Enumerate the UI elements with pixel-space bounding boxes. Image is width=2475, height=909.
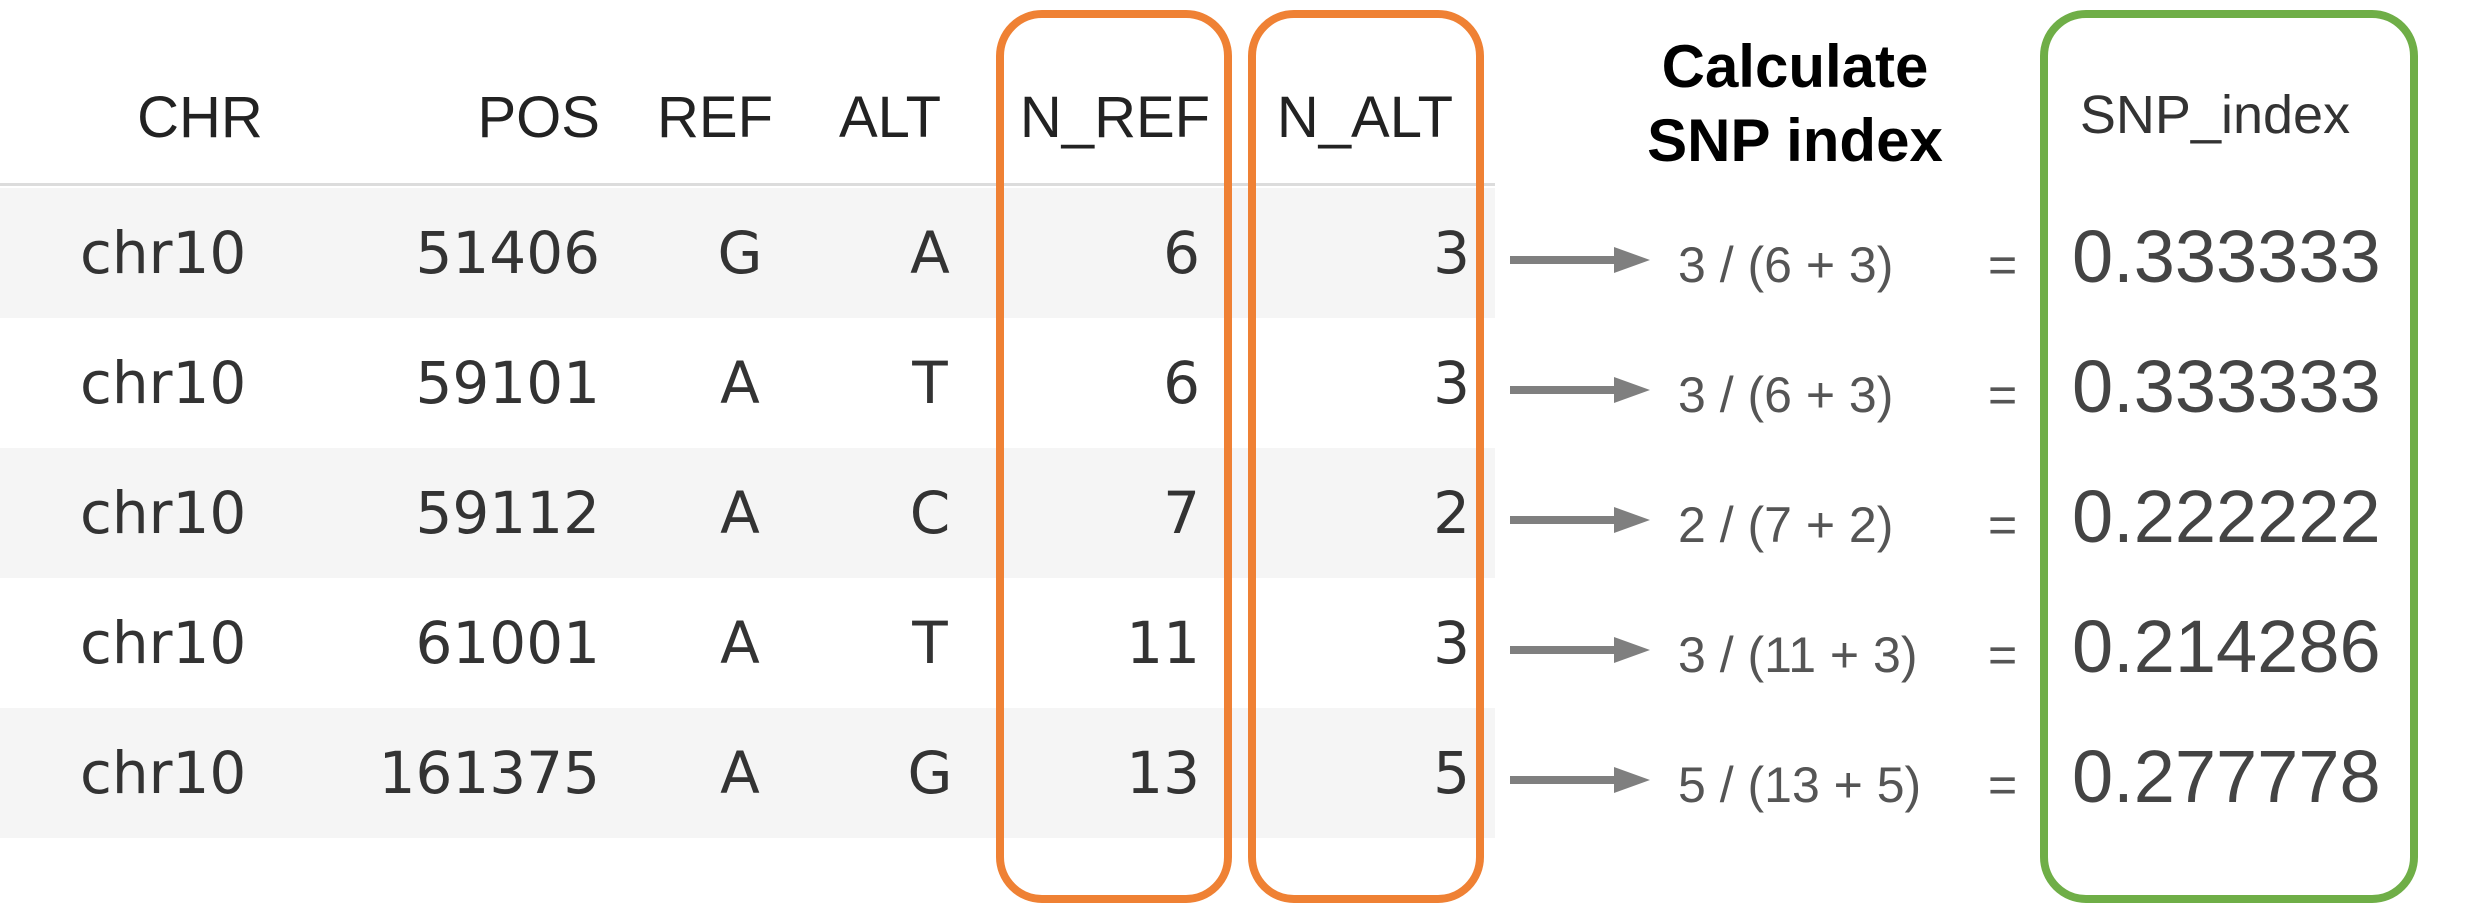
formula: 3 / (11 + 3) xyxy=(1678,627,1918,683)
cell-alt: A xyxy=(910,219,950,287)
calculate-title-line2: SNP index xyxy=(1647,107,1943,174)
cell-n-alt: 5 xyxy=(1433,739,1470,807)
cell-alt: T xyxy=(912,609,948,677)
cell-n-ref: 6 xyxy=(1163,349,1200,417)
cell-chr: chr10 xyxy=(80,349,247,417)
cell-n-ref: 6 xyxy=(1163,219,1200,287)
cell-n-alt: 3 xyxy=(1433,349,1470,417)
snp-index-value: 0.222222 xyxy=(2072,475,2381,558)
equals-sign: = xyxy=(1988,367,2018,423)
cell-chr: chr10 xyxy=(80,609,247,677)
arrow-icon xyxy=(1510,247,1650,273)
cell-ref: G xyxy=(717,219,763,287)
formula: 3 / (6 + 3) xyxy=(1678,237,1894,293)
cell-alt: T xyxy=(912,349,948,417)
cell-chr: chr10 xyxy=(80,739,247,807)
cell-ref: A xyxy=(720,739,760,807)
row-stripe-5 xyxy=(0,708,1495,838)
snp-index-header: SNP_index xyxy=(2079,85,2351,145)
arrow-icon xyxy=(1510,767,1650,793)
cell-pos: 61001 xyxy=(415,609,600,677)
cell-n-ref: 7 xyxy=(1163,479,1200,547)
cell-n-alt: 3 xyxy=(1433,609,1470,677)
calculate-title-line1: Calculate xyxy=(1661,33,1929,100)
row-stripe-3 xyxy=(0,448,1495,578)
header-n-alt: N_ALT xyxy=(1276,85,1454,150)
row-stripe-1 xyxy=(0,188,1495,318)
snp-index-value: 0.214286 xyxy=(2072,605,2381,688)
snp-index-value: 0.277778 xyxy=(2072,735,2381,818)
snp-index-box xyxy=(2040,10,2418,903)
header-ref: REF xyxy=(657,85,773,150)
snp-index-value: 0.333333 xyxy=(2072,215,2381,298)
snp-index-value: 0.333333 xyxy=(2072,345,2381,428)
cell-pos: 51406 xyxy=(415,219,600,287)
n-alt-highlight-box xyxy=(1248,10,1484,903)
equals-sign: = xyxy=(1988,497,2018,553)
formula: 5 / (13 + 5) xyxy=(1678,757,1922,813)
equals-sign: = xyxy=(1988,627,2018,683)
header-divider xyxy=(0,183,1495,186)
calculate-title: Calculate SNP index xyxy=(1610,30,1980,178)
cell-chr: chr10 xyxy=(80,219,247,287)
arrow-icon xyxy=(1510,377,1650,403)
cell-n-alt: 2 xyxy=(1433,479,1470,547)
equals-sign: = xyxy=(1988,757,2018,813)
cell-pos: 59112 xyxy=(415,479,600,547)
header-n-ref: N_REF xyxy=(1019,85,1211,150)
equals-sign: = xyxy=(1988,237,2018,293)
cell-pos: 161375 xyxy=(378,739,600,807)
formula: 2 / (7 + 2) xyxy=(1678,497,1894,553)
cell-n-ref: 11 xyxy=(1126,609,1200,677)
cell-ref: A xyxy=(720,609,760,677)
header-pos: POS xyxy=(477,85,601,150)
header-chr: CHR xyxy=(137,85,263,150)
header-alt: ALT xyxy=(838,85,942,150)
arrow-icon xyxy=(1510,507,1650,533)
cell-pos: 59101 xyxy=(415,349,600,417)
n-ref-highlight-box xyxy=(996,10,1232,903)
arrow-icon xyxy=(1510,637,1650,663)
cell-chr: chr10 xyxy=(80,479,247,547)
formula: 3 / (6 + 3) xyxy=(1678,367,1894,423)
cell-n-alt: 3 xyxy=(1433,219,1470,287)
cell-n-ref: 13 xyxy=(1126,739,1200,807)
cell-alt: C xyxy=(909,479,951,547)
cell-ref: A xyxy=(720,479,760,547)
cell-alt: G xyxy=(907,739,953,807)
cell-ref: A xyxy=(720,349,760,417)
